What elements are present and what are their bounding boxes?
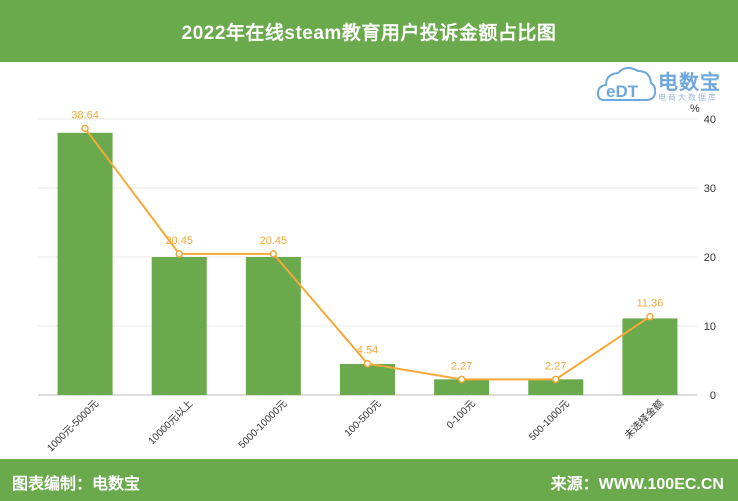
bar: [622, 318, 678, 395]
chart-title-bar: 2022年在线steam教育用户投诉金额占比图: [0, 0, 738, 62]
data-label: 20.45: [260, 235, 288, 247]
y-axis-ticks: 0 10 20 30 40: [704, 114, 716, 402]
logo-brand: 电数宝: [658, 72, 721, 94]
bar-series: [57, 132, 678, 396]
line-point: [457, 375, 466, 384]
footer-credit: 图表编制：电数宝: [12, 476, 141, 493]
data-label: 2.27: [545, 360, 566, 372]
logo-mark-text: eDT: [606, 82, 639, 101]
bar-line-chart: 38.64 20.45 20.45 4.54 2.27 2.27 11.36 0 10 20 30…: [38, 109, 716, 454]
data-label: 38.64: [71, 109, 99, 121]
x-tick-label: 0-100元: [445, 398, 478, 431]
data-label: 2.27: [451, 360, 472, 372]
bar: [245, 257, 301, 395]
bar: [528, 379, 584, 395]
y-tick-label: 30: [704, 183, 716, 195]
logo: eDT 电数宝 电商大数据库: [596, 62, 736, 106]
y-tick-label: 40: [704, 114, 716, 126]
x-tick-label: 10000元以上: [146, 398, 195, 447]
y-tick-label: 20: [704, 252, 716, 264]
data-labels: 38.64 20.45 20.45 4.54 2.27 2.27 11.36: [71, 109, 663, 372]
bar: [434, 379, 490, 395]
line-point: [175, 250, 183, 258]
line-point: [363, 359, 372, 368]
line-series: [81, 124, 654, 384]
x-tick-label: 未选择金额: [622, 397, 667, 442]
line-point: [81, 124, 89, 133]
x-tick-label: 500-1000元: [527, 398, 572, 443]
cloud-logo-icon: eDT: [596, 67, 656, 101]
x-tick-label: 5000-10000元: [237, 398, 290, 451]
bar: [151, 257, 207, 395]
x-axis-ticks: 1000元-5000元 10000元以上 5000-10000元 100-500元 0-…: [45, 397, 666, 454]
line-point: [646, 312, 654, 321]
x-tick-label: 100-500元: [343, 398, 384, 439]
line-point: [552, 375, 560, 384]
x-tick-label: 1000元-5000元: [45, 398, 101, 454]
logo-tagline: 电商大数据库: [658, 93, 718, 102]
y-axis-unit: %: [690, 103, 700, 115]
data-label: 11.36: [637, 298, 664, 310]
y-tick-label: 10: [704, 321, 716, 333]
page-title: 2022年在线steam教育用户投诉金额占比图: [181, 22, 557, 44]
bar: [340, 363, 395, 395]
footer-source: 来源：WWW.100EC.CN: [550, 476, 724, 493]
y-tick-label: 0: [710, 390, 716, 402]
footer-bar: 图表编制：电数宝 来源：WWW.100EC.CN: [0, 459, 738, 501]
line-point: [269, 250, 278, 258]
data-label: 4.54: [357, 345, 378, 357]
bar: [57, 132, 113, 396]
data-label: 20.45: [165, 235, 193, 247]
